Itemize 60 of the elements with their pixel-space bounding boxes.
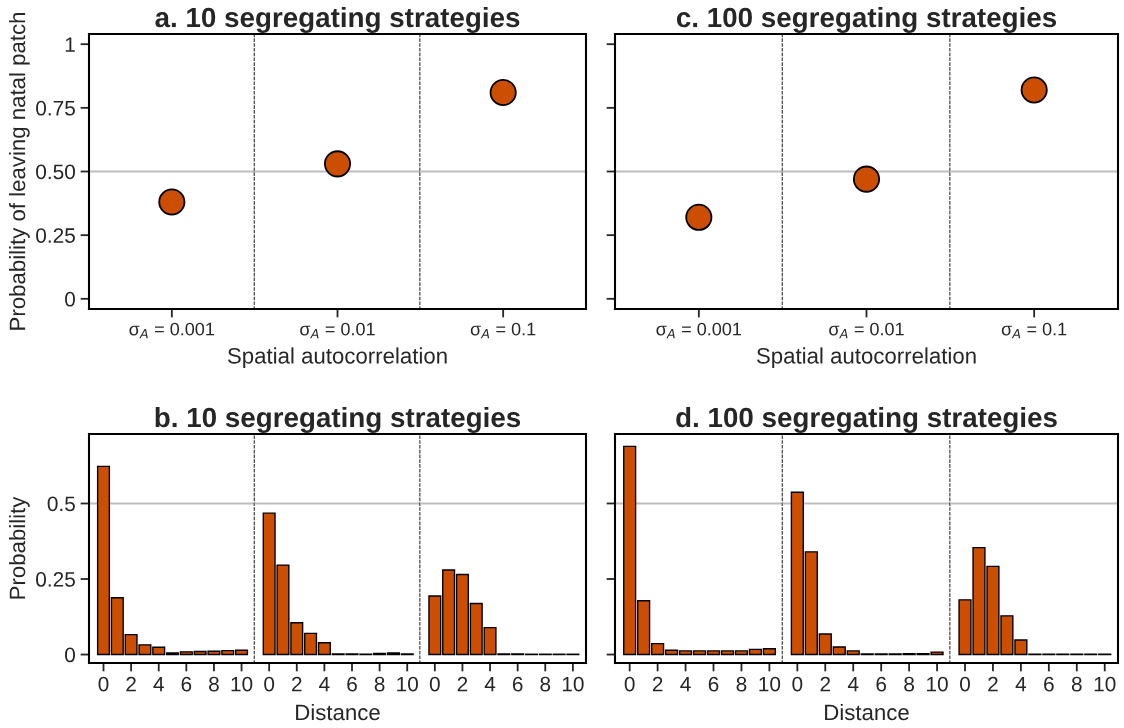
- chart-title: a. 10 segregating strategies: [155, 6, 520, 33]
- x-tick-label: σ$_{A}$ = 0.001: [656, 322, 742, 339]
- x-tick-label: 10: [1094, 676, 1116, 692]
- x-tick-label: 2: [988, 676, 998, 692]
- x-tick-label: 4: [847, 676, 859, 692]
- x-tick-label: 6: [1044, 676, 1054, 692]
- chart-title: c. 100 segregating strategies: [676, 6, 1057, 33]
- x-tick-label: 0: [264, 676, 275, 692]
- x-tick-label: 10: [562, 676, 584, 692]
- y-tick-label: 0.50: [36, 164, 75, 180]
- x-tick-label: 6: [876, 676, 887, 692]
- x-tick-label: 4: [1015, 676, 1027, 692]
- x-tick-label: 0: [429, 676, 440, 692]
- x-tick-label: 4: [153, 676, 164, 692]
- x-tick-label: σ$_{A}$ = 0.01: [829, 322, 904, 339]
- x-tick-label: 4: [484, 676, 496, 692]
- x-tick-label: 6: [181, 676, 192, 692]
- x-tick-label: σ$_{A}$ = 0.1: [1001, 322, 1067, 339]
- x-tick-label: 8: [209, 676, 219, 692]
- x-tick-label: 0: [98, 676, 109, 692]
- x-tick-label: 6: [347, 676, 357, 692]
- y-tick-label: 0: [65, 291, 75, 307]
- x-tick-label: 0: [792, 676, 803, 692]
- y-tick-label: 0: [65, 647, 75, 663]
- x-tick-label: 2: [126, 676, 136, 692]
- x-tick-label: 0: [624, 676, 635, 692]
- x-tick-label: 2: [820, 676, 831, 692]
- x-tick-label: 2: [652, 676, 663, 692]
- x-axis-title: Distance: [825, 703, 909, 721]
- x-tick-label: 8: [736, 676, 747, 692]
- x-tick-label: 0: [960, 676, 970, 692]
- x-tick-label: σ$_{A}$ = 0.01: [300, 322, 375, 339]
- x-axis-title: Spatial autocorrelation: [756, 347, 976, 369]
- y-tick-label: 0.75: [36, 100, 75, 116]
- x-axis-title: Spatial autocorrelation: [227, 347, 447, 369]
- x-tick-label: 10: [397, 676, 418, 692]
- y-tick-label: 0.5: [47, 496, 75, 512]
- y-axis-title: Probability of leaving natal patch: [8, 12, 30, 330]
- y-axis-title: Probability: [8, 496, 30, 599]
- x-tick-label: 4: [319, 676, 330, 692]
- x-tick-label: 10: [759, 676, 781, 692]
- x-tick-label: 2: [457, 676, 468, 692]
- x-tick-label: 8: [374, 676, 385, 692]
- x-axis-title: Distance: [296, 703, 380, 721]
- x-tick-label: σ$_{A}$ = 0.1: [470, 322, 536, 339]
- x-tick-label: 8: [540, 676, 551, 692]
- y-tick-label: 1: [65, 37, 75, 52]
- x-tick-label: 4: [680, 676, 691, 692]
- x-tick-label: 2: [292, 676, 302, 692]
- x-tick-label: 10: [927, 676, 948, 692]
- x-tick-label: 6: [512, 676, 523, 692]
- x-tick-label: 8: [904, 676, 914, 692]
- y-tick-label: 0.25: [36, 572, 75, 587]
- y-tick-label: 0.25: [36, 228, 75, 243]
- x-tick-label: 8: [1071, 676, 1082, 692]
- chart-title: d. 100 segregating strategies: [676, 406, 1057, 433]
- x-tick-label: 6: [708, 676, 719, 692]
- x-tick-label: σ$_{A}$ = 0.001: [129, 322, 215, 339]
- x-tick-label: 10: [231, 676, 253, 692]
- chart-title: b. 10 segregating strategies: [155, 406, 521, 433]
